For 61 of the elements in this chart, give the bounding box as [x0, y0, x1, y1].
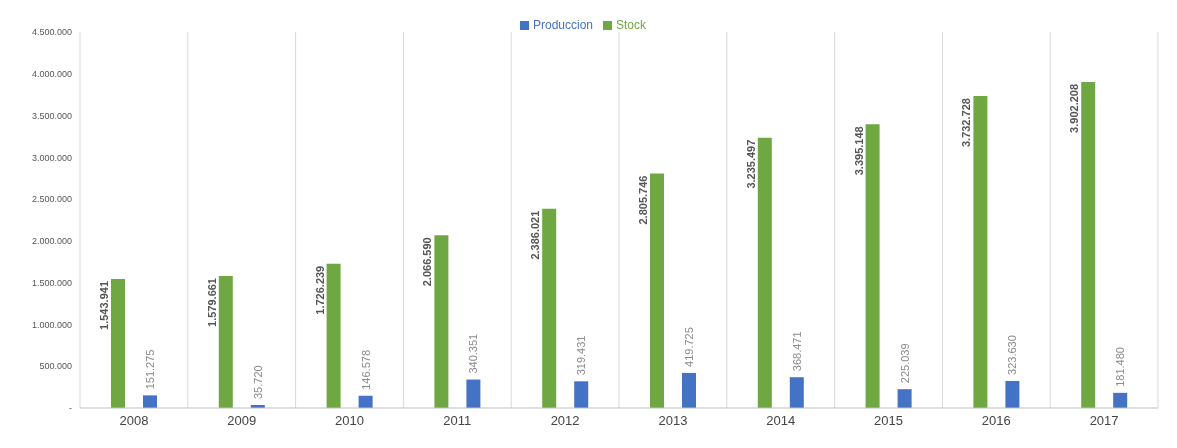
data-label: 2.066.590	[421, 237, 434, 287]
y-tick-label: 2.500.000	[31, 194, 72, 205]
bar	[682, 372, 696, 408]
y-tick-label: 2.000.000	[31, 236, 72, 247]
y-tick-label: 3.000.000	[31, 152, 72, 163]
bar	[1113, 392, 1128, 408]
bar	[434, 235, 449, 408]
y-tick-label: 1.000.000	[31, 319, 72, 330]
y-tick-label: 500.000	[39, 361, 72, 372]
x-tick-label: 2010	[335, 413, 364, 429]
bar	[574, 381, 589, 408]
bar	[358, 395, 373, 408]
x-tick-label: 2009	[227, 413, 257, 429]
data-label: 1.543.941	[98, 281, 110, 330]
legend-label: Stock	[616, 18, 647, 32]
bar	[650, 173, 664, 408]
bar	[218, 276, 233, 408]
y-tick-label: 4.000.000	[31, 68, 72, 79]
x-tick-label: 2016	[981, 413, 1011, 429]
x-tick-label: 2012	[550, 413, 580, 429]
y-tick-label: 1.500.000	[31, 277, 72, 288]
x-tick-label: 2008	[119, 413, 149, 429]
data-label: 225.039	[898, 343, 911, 384]
data-label: 368.471	[790, 331, 803, 372]
x-tick-label: 2015	[874, 413, 903, 429]
bar	[865, 124, 880, 408]
data-label: 3.732.728	[960, 98, 973, 148]
bar	[143, 395, 157, 408]
x-tick-label: 2014	[766, 413, 796, 429]
x-tick-label: 2017	[1089, 413, 1119, 429]
legend-label: Produccion	[532, 18, 594, 32]
bar	[1005, 380, 1020, 408]
x-tick-label: 2013	[658, 413, 688, 429]
bar	[897, 389, 912, 408]
bar	[326, 263, 341, 408]
bar	[542, 208, 557, 408]
y-tick-label: 3.500.000	[31, 110, 72, 121]
data-label: 419.725	[683, 327, 695, 367]
data-label: 3.902.208	[1068, 83, 1081, 133]
bar	[789, 377, 804, 408]
data-label: 146.578	[359, 349, 372, 390]
data-label: 1.726.239	[313, 265, 326, 315]
x-tick-label: 2011	[443, 413, 472, 429]
bar	[757, 137, 772, 408]
bar	[466, 379, 481, 408]
data-label: 319.431	[575, 335, 588, 376]
bar	[973, 96, 988, 408]
bar	[1081, 81, 1096, 408]
data-label: 340.351	[467, 333, 480, 374]
data-label: 2.805.746	[637, 175, 649, 225]
data-label: 151.275	[144, 349, 156, 390]
data-label: 323.630	[1006, 335, 1019, 375]
data-label: 35.720	[251, 365, 264, 400]
bar	[111, 279, 125, 408]
data-label: 2.386.021	[529, 210, 542, 260]
data-label: 3.395.148	[852, 126, 865, 176]
data-label: 181.480	[1114, 347, 1127, 387]
data-label: 3.235.497	[744, 139, 757, 189]
y-tick-label: 4.500.000	[31, 27, 72, 38]
y-tick-label: -	[69, 403, 72, 414]
data-label: 1.579.661	[205, 278, 218, 327]
